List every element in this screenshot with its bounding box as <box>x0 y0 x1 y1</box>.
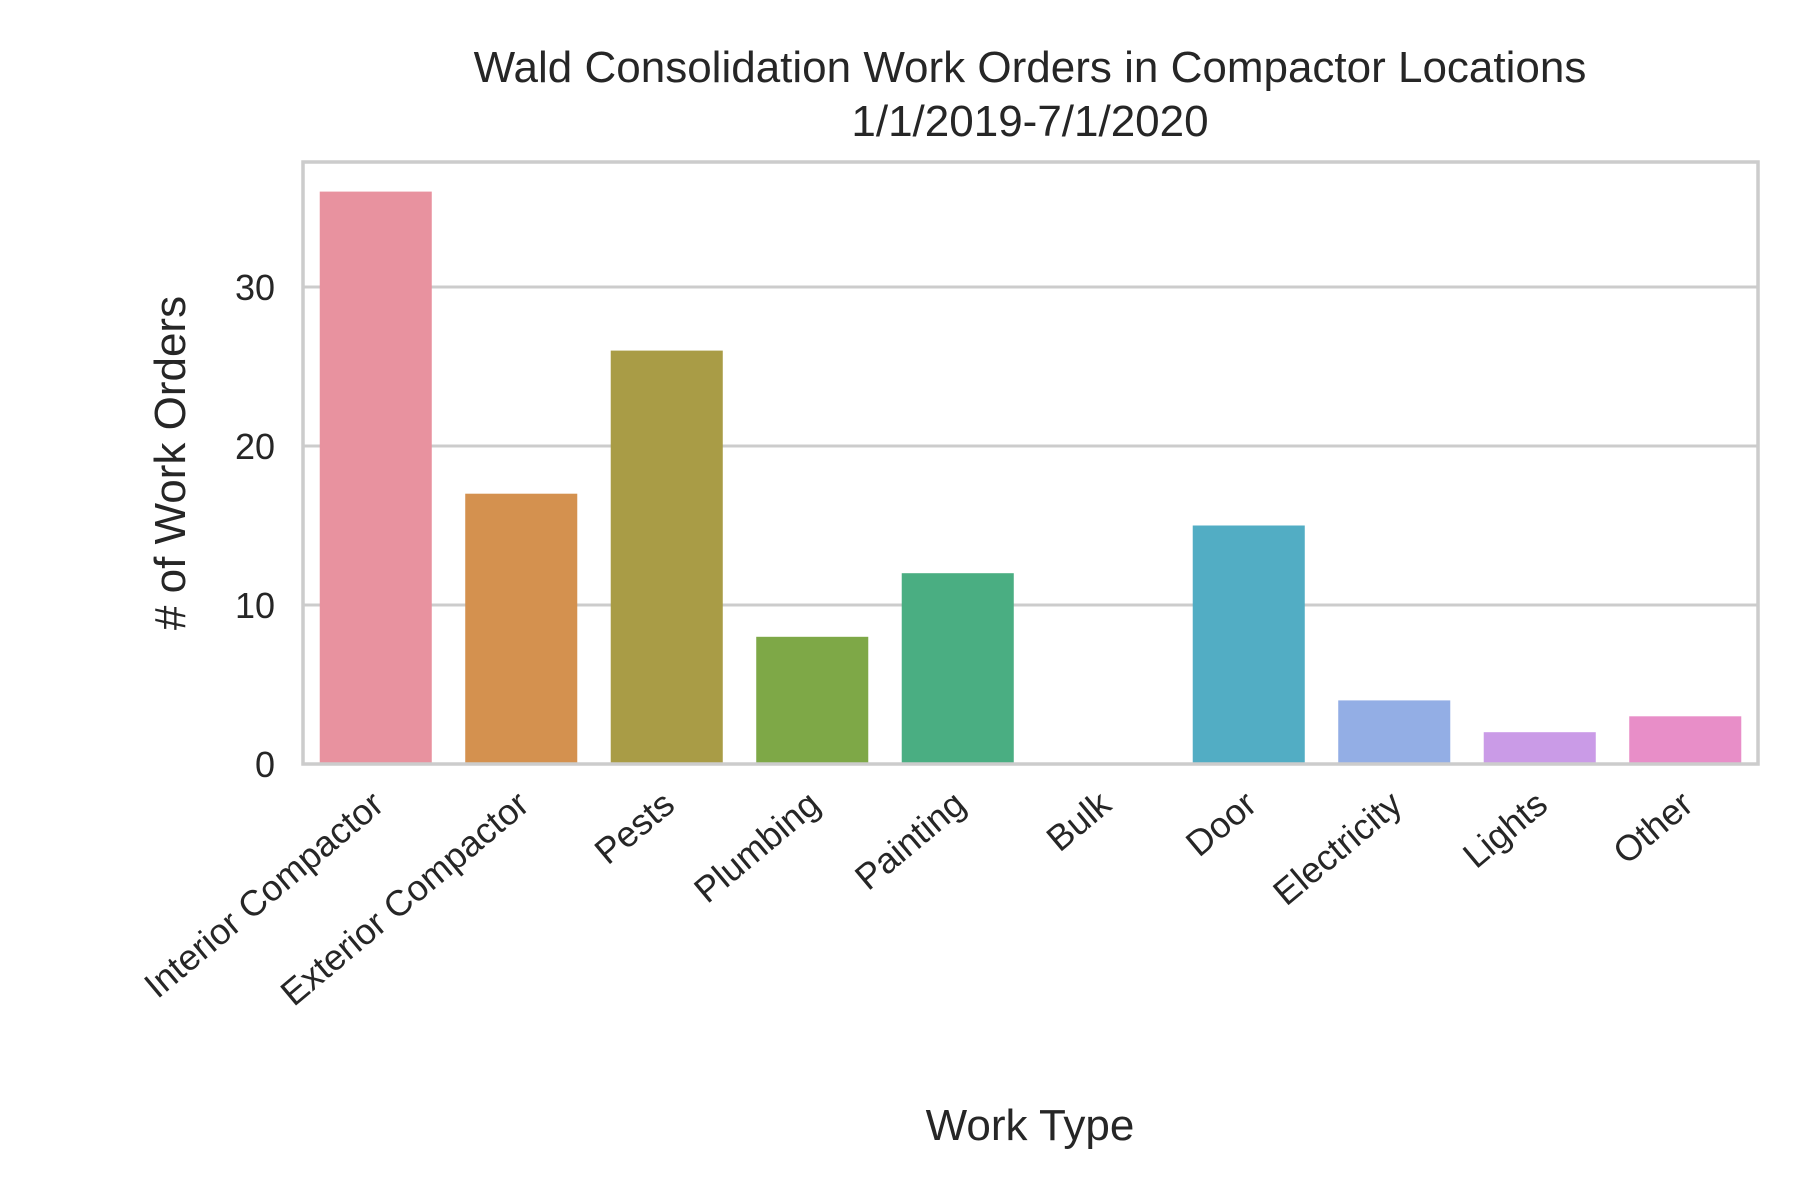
x-tick-label: Pests <box>587 783 682 872</box>
plot-frame <box>301 160 1760 766</box>
bar-lights <box>1483 732 1596 764</box>
bar-painting <box>901 573 1014 764</box>
bar-interior-compactor <box>319 191 432 765</box>
y-tick-labels: 0 10 20 30 <box>235 267 275 785</box>
bar-electricity <box>1338 700 1451 764</box>
chart-title: Wald Consolidation Work Orders in Compac… <box>474 43 1587 146</box>
chart-title-line-2: 1/1/2019-7/1/2020 <box>851 97 1208 146</box>
x-tick-label: Lights <box>1455 783 1555 876</box>
y-tick-label: 30 <box>235 267 275 308</box>
x-tick-label: Plumbing <box>686 783 827 911</box>
bars <box>319 191 1742 765</box>
bar-pests <box>610 350 723 764</box>
x-tick-label: Other <box>1605 783 1700 872</box>
y-tick-label: 10 <box>235 585 275 626</box>
x-tick-label: Bulk <box>1038 782 1119 859</box>
y-axis-label: # of Work Orders <box>146 296 195 630</box>
bar-door <box>1192 525 1305 764</box>
bar-plumbing <box>756 636 869 764</box>
y-tick-label: 0 <box>255 744 275 785</box>
bar-exterior-compactor <box>465 493 578 764</box>
chart-title-line-1: Wald Consolidation Work Orders in Compac… <box>474 43 1587 92</box>
x-tick-label: Door <box>1178 783 1264 865</box>
x-tick-label: Interior Compactor <box>136 783 391 1006</box>
y-tick-label: 20 <box>235 426 275 467</box>
x-tick-label: Electricity <box>1265 783 1409 913</box>
x-axis-label: Work Type <box>926 1101 1135 1150</box>
x-tick-label: Exterior Compactor <box>272 783 536 1014</box>
x-tick-label: Painting <box>847 783 973 898</box>
bar-other <box>1629 716 1742 764</box>
